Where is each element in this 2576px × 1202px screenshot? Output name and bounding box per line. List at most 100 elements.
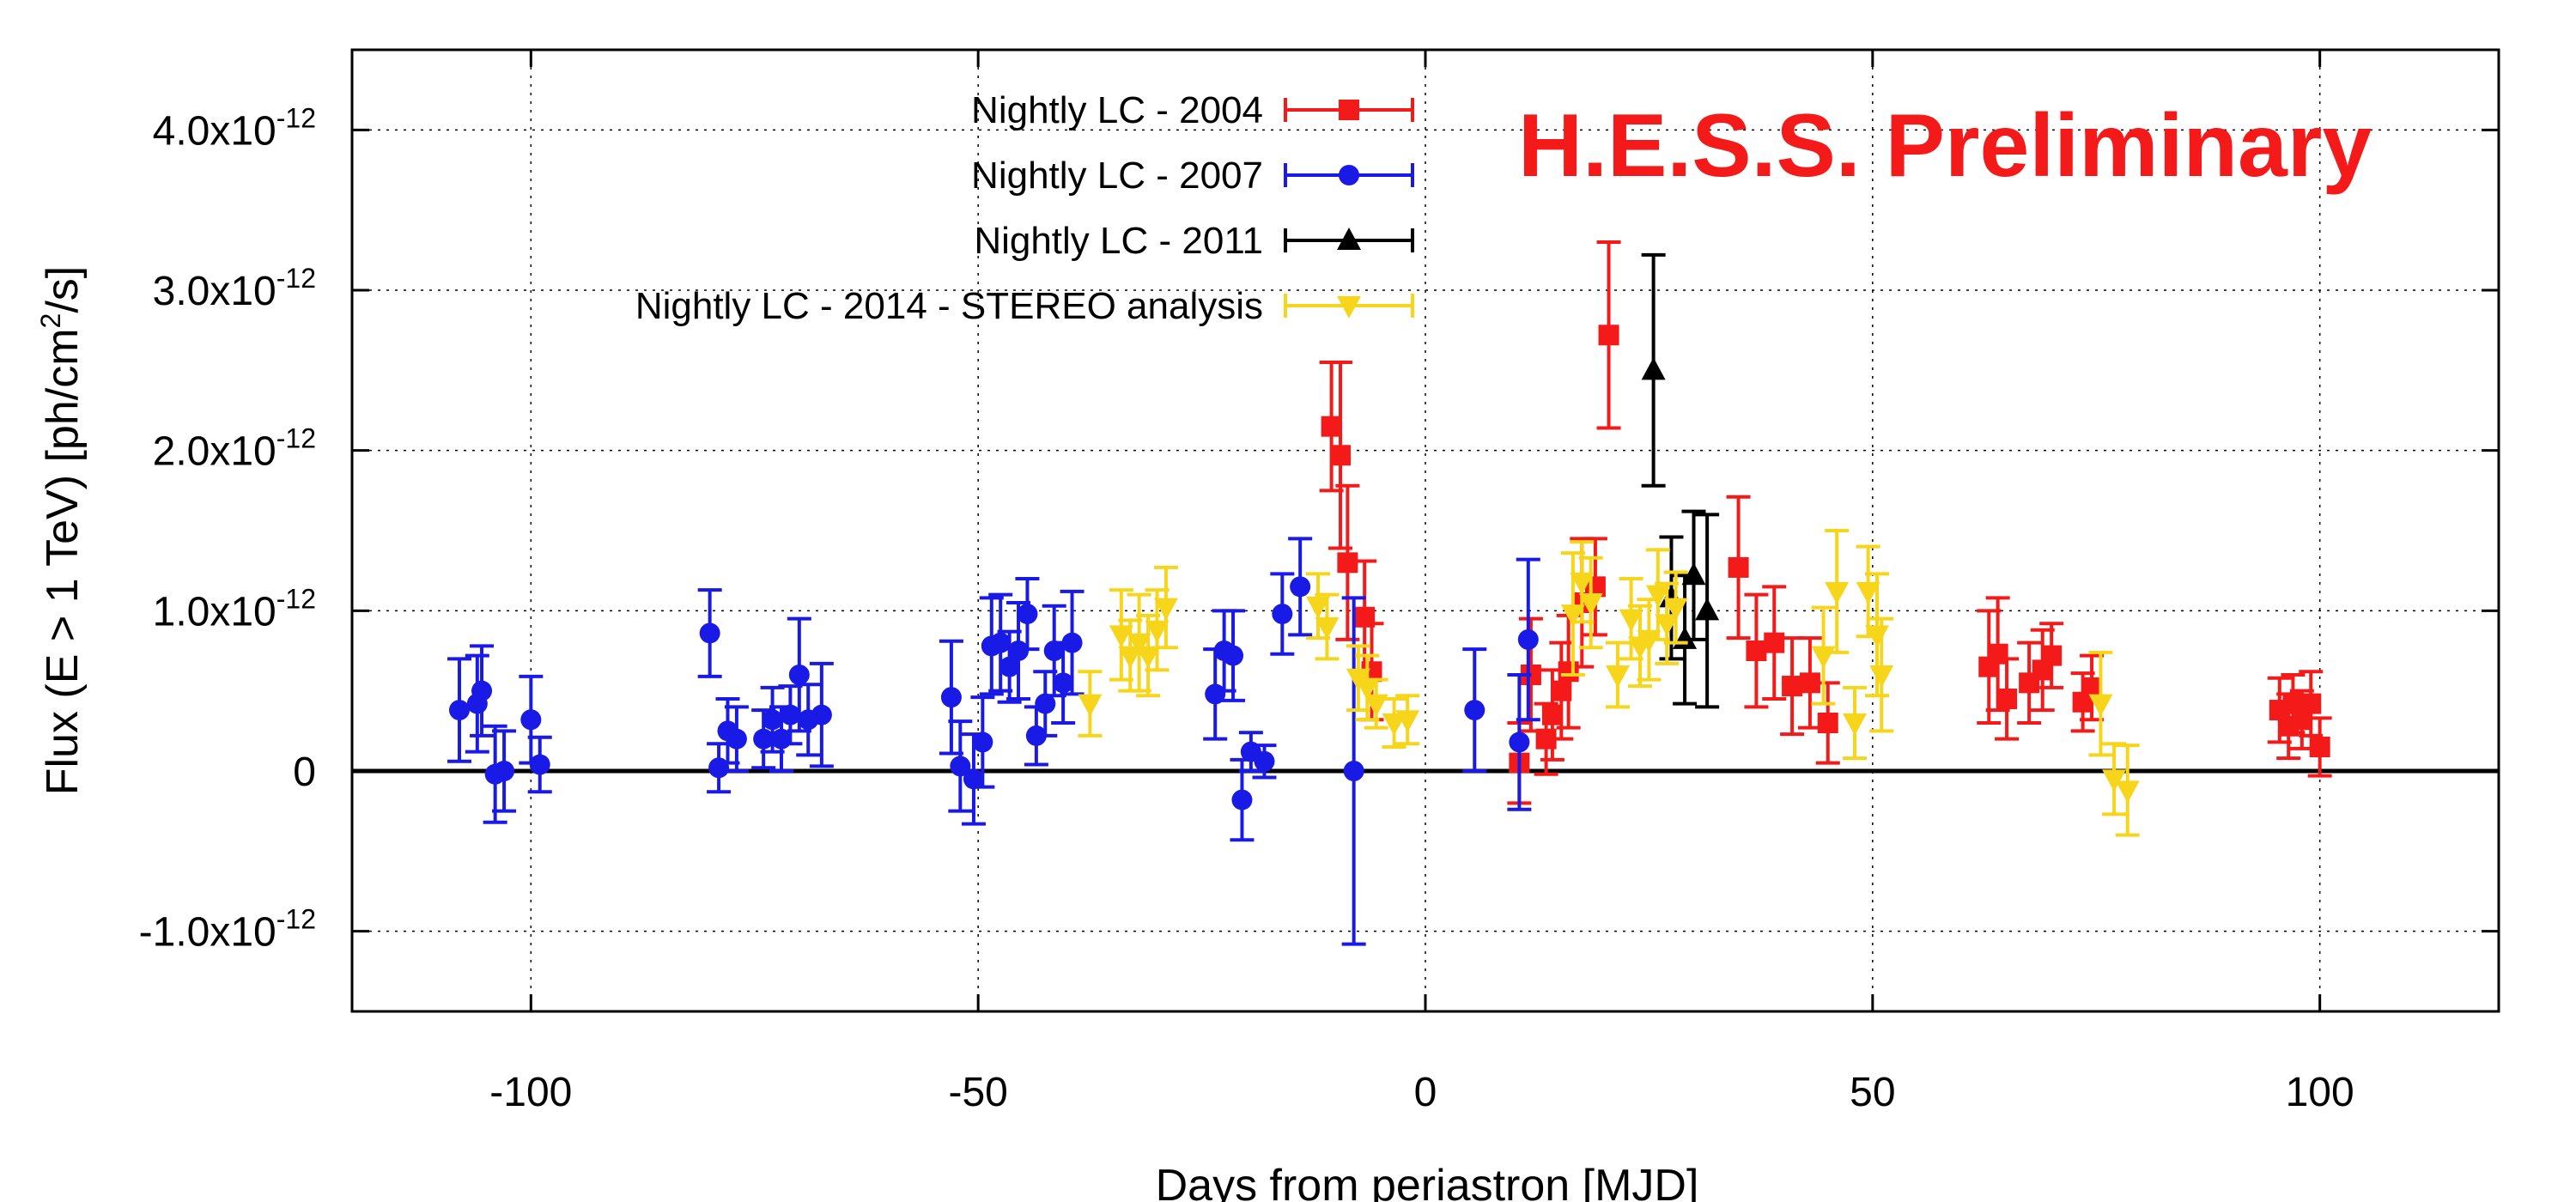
data-point (1619, 577, 1643, 661)
data-marker (1509, 732, 1530, 753)
data-marker (999, 656, 1020, 677)
y-tick-label: 3.0x10-12 (153, 263, 316, 314)
data-marker (1223, 645, 1244, 666)
data-marker (1145, 620, 1170, 643)
data-point (1270, 572, 1295, 656)
data-marker (708, 757, 730, 779)
axis-ticks: -100 -50 0 50 100 -1.0x10-12 0 1.0x10-12 2.0x10-… (139, 50, 2499, 1115)
data-marker (1355, 677, 1380, 701)
data-marker (2102, 769, 2127, 792)
data-point (1744, 592, 1769, 709)
data-point (1153, 565, 1178, 650)
data-marker (788, 665, 810, 685)
data-point (1306, 572, 1330, 640)
data-marker (2309, 737, 2330, 757)
data-marker (520, 709, 542, 731)
data-point (1395, 694, 1420, 746)
legend-marker (1339, 100, 1359, 120)
legend-entry-nightly-lc-2004: Nightly LC - 2004 (971, 89, 1414, 131)
y-tick-label: 2.0x10-12 (153, 423, 316, 475)
data-marker (1109, 625, 1133, 648)
data-marker (1987, 643, 2008, 665)
data-marker (1655, 614, 1680, 637)
data-marker (1681, 562, 1706, 586)
data-point (2039, 622, 2064, 689)
data-point (2088, 650, 2113, 757)
legend-entry-nightly-lc-2007: Nightly LC - 2007 (971, 155, 1414, 197)
data-marker (1619, 609, 1643, 632)
data-marker (1645, 585, 1670, 608)
y-axis-title-main: Flux (E > 1 TeV) [ph/cm (38, 328, 88, 795)
data-point (1230, 757, 1255, 842)
data-marker (1053, 672, 1074, 694)
data-marker (762, 709, 783, 731)
data-point (1578, 555, 1603, 650)
series-nightly-lc-2007 (447, 537, 1540, 946)
data-point (470, 644, 495, 738)
data-marker (1560, 604, 1585, 628)
data-point (1288, 537, 1313, 637)
data-marker (1017, 604, 1038, 625)
legend-label: Nightly LC - 2014 - STEREO analysis (635, 285, 1263, 327)
y-tick-label: -1.0x10-12 (139, 904, 316, 956)
data-point (1355, 653, 1380, 722)
data-marker (529, 754, 550, 775)
x-tick-label: 100 (2286, 1070, 2354, 1115)
data-point (707, 742, 732, 794)
y-axis-title-end: /s] (38, 266, 88, 313)
legend: Nightly LC - 2004 Nightly LC - 2007 Nightl… (635, 89, 1414, 327)
data-marker (1558, 661, 1579, 683)
data-marker (1321, 416, 1342, 437)
x-tick-label: 0 (1414, 1070, 1437, 1115)
data-marker (1570, 572, 1595, 595)
data-marker (1205, 683, 1226, 705)
data-marker (2041, 645, 2063, 666)
data-point (1645, 548, 1670, 641)
data-point (1042, 604, 1066, 698)
data-point (697, 588, 722, 678)
data-point (2307, 716, 2332, 778)
data-point (1252, 744, 1277, 780)
data-marker (1541, 704, 1563, 725)
data-marker (1843, 713, 1867, 736)
data-point (1315, 592, 1340, 661)
data-marker (1641, 357, 1666, 380)
data-point (1663, 570, 1688, 645)
data-point (948, 719, 973, 813)
data-marker (1817, 713, 1838, 733)
data-point (1556, 613, 1581, 730)
data-marker (1330, 445, 1352, 466)
x-tick-label: -50 (948, 1070, 1007, 1115)
data-marker (699, 622, 720, 644)
data-marker (1290, 576, 1311, 598)
data-marker (449, 700, 470, 721)
y-tick-label: 4.0x10-12 (153, 102, 316, 154)
data-marker (1306, 596, 1330, 619)
data-marker (2300, 693, 2322, 714)
data-marker (1035, 693, 1056, 714)
data-marker (1695, 598, 1720, 621)
data-marker (811, 704, 832, 725)
data-point (1869, 616, 1894, 733)
y-axis-title: Flux (E > 1 TeV) [ph/cm2/s] (35, 266, 88, 796)
data-point (970, 695, 995, 789)
data-marker (471, 680, 493, 701)
data-point (988, 592, 1013, 693)
data-point (1462, 647, 1487, 773)
data-point (1977, 609, 2002, 725)
legend-entry-nightly-lc-2011: Nightly LC - 2011 (974, 220, 1414, 262)
data-marker (2088, 694, 2113, 717)
data-marker (2115, 780, 2140, 804)
data-marker (1382, 713, 1406, 736)
data-point (519, 674, 544, 765)
data-marker (1231, 789, 1253, 810)
data-point (1136, 613, 1161, 698)
data-marker (1728, 556, 1749, 578)
legend-label: Nightly LC - 2007 (971, 155, 1263, 197)
y-tick-label: 1.0x10-12 (153, 583, 316, 634)
data-marker (1605, 665, 1630, 688)
data-point (961, 732, 986, 826)
data-marker (1136, 646, 1161, 669)
data-point (1596, 240, 1621, 430)
data-marker (494, 761, 515, 781)
